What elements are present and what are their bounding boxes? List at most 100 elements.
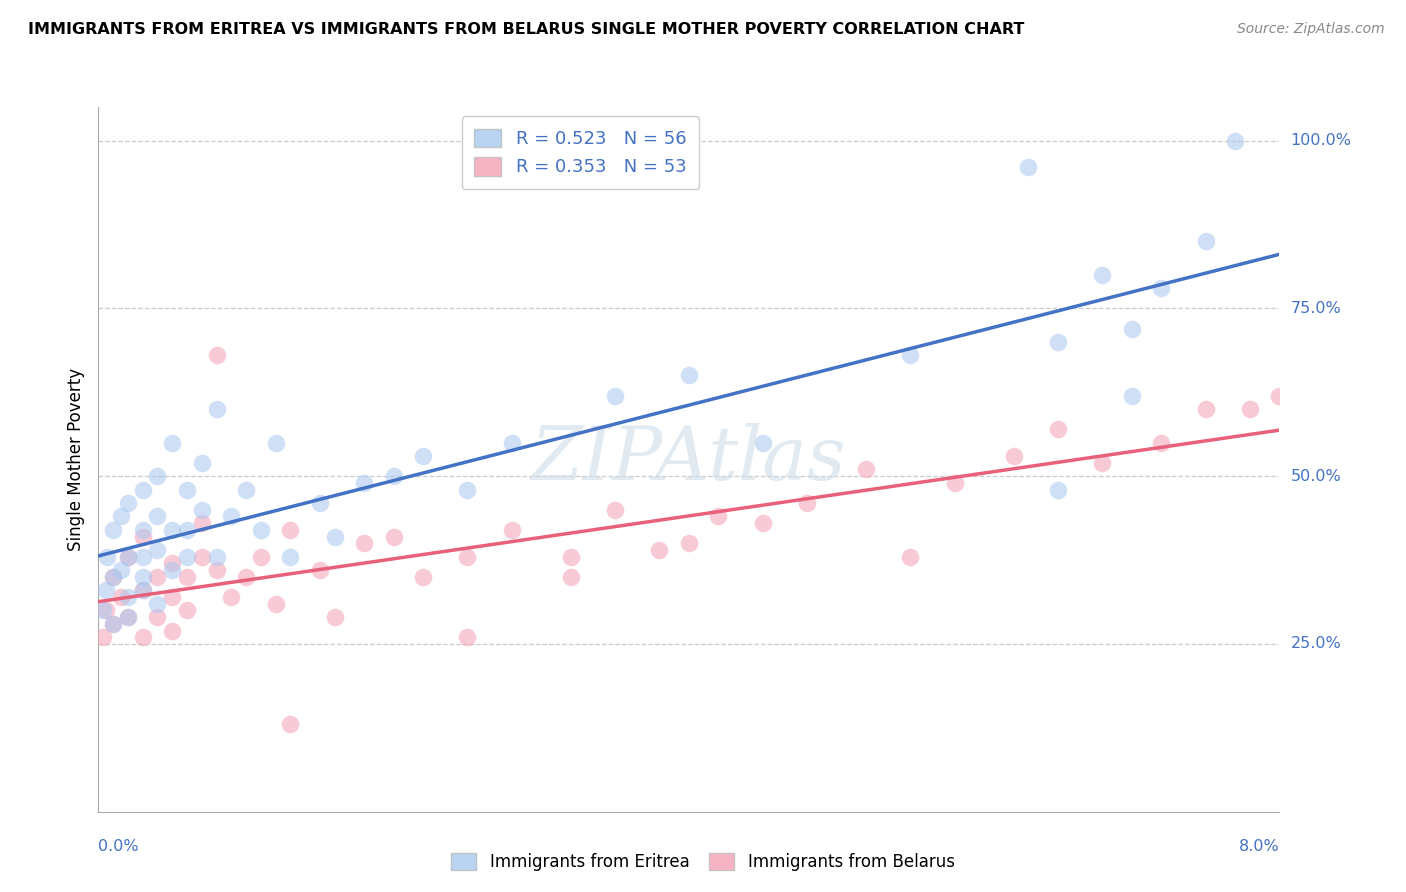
Point — [280, 717, 302, 731]
Text: 25.0%: 25.0% — [1291, 636, 1341, 651]
Point — [1091, 456, 1114, 470]
Point — [103, 570, 125, 584]
Point — [191, 516, 214, 530]
Point — [191, 502, 214, 516]
Text: 8.0%: 8.0% — [1239, 838, 1279, 854]
Point — [205, 549, 228, 564]
Point — [752, 435, 775, 450]
Point — [1239, 402, 1261, 417]
Point — [96, 549, 118, 564]
Point — [250, 549, 273, 564]
Point — [103, 523, 125, 537]
Point — [855, 462, 877, 476]
Point — [146, 543, 169, 558]
Point — [382, 530, 405, 544]
Point — [176, 523, 198, 537]
Point — [103, 616, 125, 631]
Point — [1121, 389, 1143, 403]
Text: 75.0%: 75.0% — [1291, 301, 1341, 316]
Point — [235, 483, 257, 497]
Point — [162, 563, 183, 577]
Text: ZIPAtlas: ZIPAtlas — [531, 423, 846, 496]
Y-axis label: Single Mother Poverty: Single Mother Poverty — [66, 368, 84, 551]
Point — [264, 435, 287, 450]
Point — [132, 483, 155, 497]
Point — [176, 549, 198, 564]
Point — [205, 563, 228, 577]
Legend: Immigrants from Eritrea, Immigrants from Belarus: Immigrants from Eritrea, Immigrants from… — [443, 845, 963, 880]
Point — [1046, 334, 1070, 349]
Point — [943, 475, 966, 490]
Point — [412, 570, 434, 584]
Point — [91, 603, 114, 617]
Point — [501, 435, 523, 450]
Point — [457, 549, 479, 564]
Point — [205, 348, 228, 362]
Point — [235, 570, 257, 584]
Point — [1002, 449, 1025, 463]
Text: Source: ZipAtlas.com: Source: ZipAtlas.com — [1237, 22, 1385, 37]
Point — [250, 523, 273, 537]
Point — [162, 523, 183, 537]
Text: IMMIGRANTS FROM ERITREA VS IMMIGRANTS FROM BELARUS SINGLE MOTHER POVERTY CORRELA: IMMIGRANTS FROM ERITREA VS IMMIGRANTS FR… — [28, 22, 1025, 37]
Point — [560, 549, 582, 564]
Point — [132, 583, 155, 598]
Point — [146, 509, 169, 524]
Point — [1150, 435, 1173, 450]
Point — [103, 616, 125, 631]
Text: 50.0%: 50.0% — [1291, 468, 1341, 483]
Point — [176, 483, 198, 497]
Point — [1195, 402, 1218, 417]
Point — [1121, 321, 1143, 335]
Point — [162, 435, 183, 450]
Point — [501, 523, 523, 537]
Point — [323, 530, 346, 544]
Point — [678, 536, 700, 550]
Point — [162, 557, 183, 571]
Point — [162, 624, 183, 638]
Point — [457, 630, 479, 644]
Point — [648, 543, 671, 558]
Point — [605, 502, 627, 516]
Point — [146, 610, 169, 624]
Point — [146, 597, 169, 611]
Point — [94, 603, 117, 617]
Point — [309, 496, 332, 510]
Point — [605, 389, 627, 403]
Point — [191, 549, 214, 564]
Point — [94, 583, 117, 598]
Point — [117, 549, 139, 564]
Point — [353, 536, 375, 550]
Point — [1046, 422, 1070, 436]
Point — [117, 549, 139, 564]
Point — [1091, 268, 1114, 282]
Point — [110, 509, 132, 524]
Point — [110, 590, 132, 604]
Point — [264, 597, 287, 611]
Point — [117, 496, 139, 510]
Text: 100.0%: 100.0% — [1291, 133, 1351, 148]
Point — [1150, 281, 1173, 295]
Point — [457, 483, 479, 497]
Point — [707, 509, 730, 524]
Point — [132, 630, 155, 644]
Point — [752, 516, 775, 530]
Legend: R = 0.523   N = 56, R = 0.353   N = 53: R = 0.523 N = 56, R = 0.353 N = 53 — [461, 116, 699, 189]
Point — [132, 523, 155, 537]
Point — [221, 590, 243, 604]
Point — [110, 563, 132, 577]
Point — [162, 590, 183, 604]
Point — [323, 610, 346, 624]
Point — [382, 469, 405, 483]
Point — [91, 630, 114, 644]
Point — [132, 570, 155, 584]
Point — [1225, 134, 1247, 148]
Point — [146, 570, 169, 584]
Point — [176, 570, 198, 584]
Text: 0.0%: 0.0% — [98, 838, 139, 854]
Point — [412, 449, 434, 463]
Point — [221, 509, 243, 524]
Point — [191, 456, 214, 470]
Point — [900, 348, 922, 362]
Point — [678, 368, 700, 383]
